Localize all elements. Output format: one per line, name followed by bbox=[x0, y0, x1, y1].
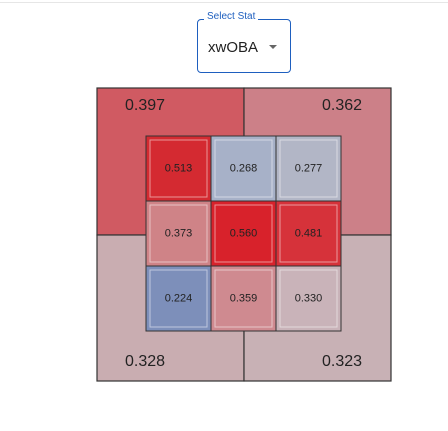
inner-zone bbox=[210, 135, 277, 202]
inner-zone-highlight bbox=[214, 204, 273, 263]
dropdown-arrow[interactable] bbox=[268, 43, 278, 51]
inner-zone-label: 0.330 bbox=[295, 292, 323, 304]
outer-zone-label: 0.397 bbox=[125, 97, 165, 114]
inner-zone-highlight bbox=[279, 269, 338, 328]
inner-zone-highlight bbox=[279, 204, 338, 263]
inner-zone-label: 0.359 bbox=[230, 292, 258, 304]
inner-zone-label: 0.560 bbox=[230, 227, 258, 239]
inner-zone-label: 0.481 bbox=[295, 227, 323, 239]
outer-zone-label: 0.362 bbox=[322, 97, 362, 114]
inner-zone bbox=[210, 265, 277, 332]
inner-zone-highlight bbox=[279, 139, 338, 198]
outer-zone-label: 0.328 bbox=[125, 353, 165, 370]
inner-zone-highlight bbox=[149, 269, 208, 328]
inner-zone bbox=[145, 135, 212, 202]
select-value[interactable]: xwOBA bbox=[208, 39, 259, 56]
inner-zone bbox=[145, 200, 212, 267]
inner-zone bbox=[145, 265, 212, 332]
inner-zone-label: 0.224 bbox=[165, 292, 193, 304]
inner-zone-label: 0.268 bbox=[230, 162, 258, 174]
inner-zone bbox=[210, 200, 277, 267]
inner-zone-highlight bbox=[214, 139, 273, 198]
inner-zone-label: 0.373 bbox=[165, 227, 193, 239]
inner-zone-label: 0.513 bbox=[165, 162, 193, 174]
inner-zone-highlight bbox=[214, 269, 273, 328]
top-border bbox=[0, 0, 448, 3]
outer-zone-label: 0.323 bbox=[322, 353, 362, 370]
inner-zone-highlight bbox=[149, 204, 208, 263]
inner-zone-highlight bbox=[149, 139, 208, 198]
select-label: Select Stat bbox=[204, 11, 259, 22]
inner-zone-label: 0.277 bbox=[295, 162, 323, 174]
inner-zone bbox=[275, 265, 342, 332]
inner-zone bbox=[275, 200, 342, 267]
